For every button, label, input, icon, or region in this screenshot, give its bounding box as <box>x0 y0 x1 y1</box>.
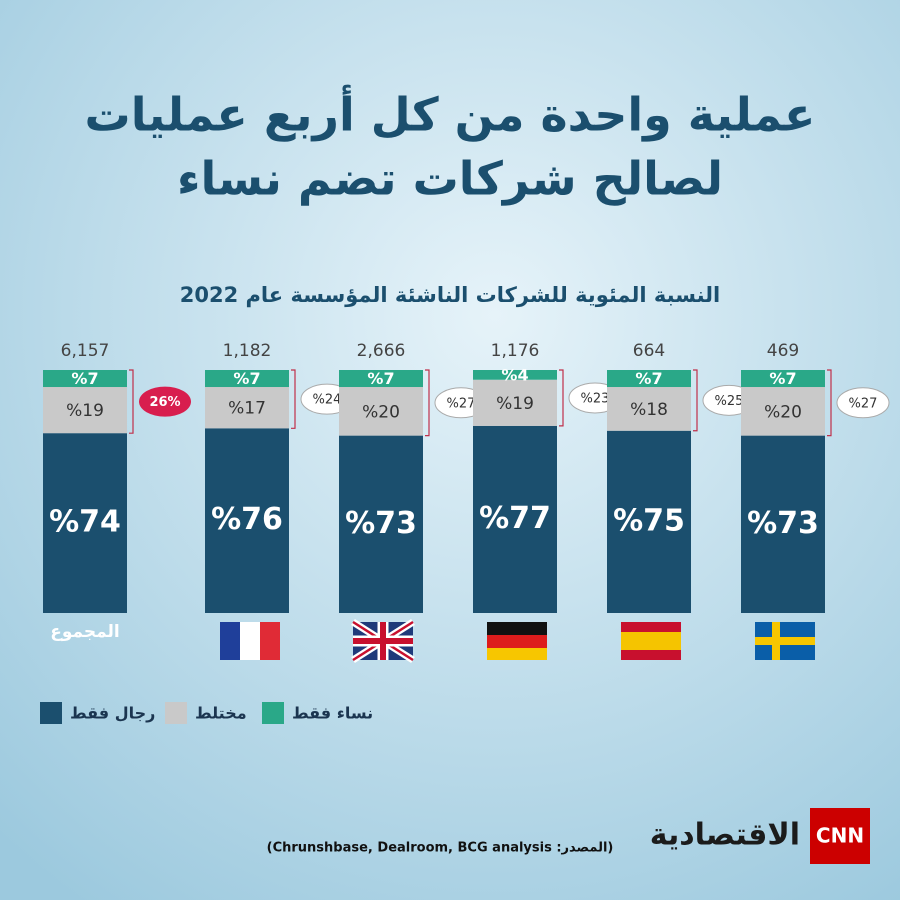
bar-segment <box>741 387 825 436</box>
chart-title: عملية واحدة من كل أربع عمليات <box>85 85 816 142</box>
value-label: %75 <box>613 503 685 538</box>
total-label: 1,176 <box>491 341 540 361</box>
bar-segment <box>43 387 127 434</box>
combined-label: %27 <box>849 396 878 411</box>
category-label: المجموع <box>50 622 120 642</box>
bar-segment <box>339 387 423 436</box>
total-label: 1,182 <box>223 341 272 361</box>
legend-swatch <box>165 702 187 724</box>
source: (المصدر: Chrunshbase, Dealroom, BCG anal… <box>267 841 614 856</box>
logo-box <box>810 808 870 864</box>
legend-label: رجال فقط <box>70 704 155 723</box>
bar-segment <box>607 387 691 431</box>
value-label: %19 <box>496 394 534 414</box>
chart-title: لصالح شركات تضم نساء <box>177 152 723 206</box>
combined-badge <box>139 386 191 417</box>
value-label: %7 <box>71 369 98 388</box>
bar-segment <box>607 430 691 613</box>
flag-spain <box>621 622 681 660</box>
total-label: 6,157 <box>61 341 110 361</box>
value-label: %7 <box>367 369 394 388</box>
combined-label: %27 <box>447 396 476 411</box>
value-label: %7 <box>769 369 796 388</box>
logo-brand: CNN <box>816 824 864 848</box>
flag-germany <box>487 622 547 660</box>
bar-segment <box>741 435 825 613</box>
legend-label: نساء فقط <box>292 704 373 723</box>
bracket <box>425 369 430 437</box>
flag-uk <box>351 619 415 663</box>
bracket <box>559 369 564 427</box>
bar-segment <box>607 370 691 388</box>
value-label: %76 <box>211 502 283 537</box>
bracket <box>129 369 134 434</box>
combined-label: %24 <box>313 393 342 408</box>
bar-segment <box>741 370 825 388</box>
flag-france <box>220 622 280 660</box>
bar-segment <box>473 370 557 380</box>
logo-name: الاقتصادية <box>650 818 800 853</box>
bar-segment <box>473 379 557 426</box>
total-label: 664 <box>633 341 665 361</box>
value-label: %73 <box>345 506 417 541</box>
bar-segment <box>205 370 289 388</box>
legend-swatch <box>262 702 284 724</box>
value-label: %4 <box>501 365 528 384</box>
value-label: %17 <box>228 399 266 419</box>
combined-label: %25 <box>715 394 744 409</box>
bracket <box>827 369 832 437</box>
total-label: 469 <box>767 341 799 361</box>
chart-subtitle: النسبة المئوية للشركات الناشئة المؤسسة ع… <box>180 283 720 307</box>
value-label: %77 <box>479 501 551 536</box>
bar-segment <box>43 370 127 388</box>
value-label: %74 <box>49 505 121 540</box>
total-label: 2,666 <box>357 341 406 361</box>
value-label: %19 <box>66 401 104 421</box>
value-label: %20 <box>362 402 400 422</box>
combined-label: %23 <box>581 391 610 406</box>
bar-segment <box>339 370 423 388</box>
bar-segment <box>43 433 127 613</box>
value-label: %7 <box>233 369 260 388</box>
legend-swatch <box>40 702 62 724</box>
bar-segment <box>205 428 289 613</box>
bracket <box>693 369 698 432</box>
value-label: %73 <box>747 506 819 541</box>
legend-label: مختلط <box>195 704 247 723</box>
bar-segment <box>473 425 557 613</box>
bracket <box>291 369 296 429</box>
combined-label: 26% <box>149 395 180 410</box>
bar-segment <box>205 387 289 429</box>
value-label: %7 <box>635 369 662 388</box>
flag-sweden <box>755 622 815 660</box>
combined-badge <box>836 387 890 419</box>
value-label: %18 <box>630 400 668 420</box>
value-label: %20 <box>764 402 802 422</box>
bar-segment <box>339 435 423 613</box>
